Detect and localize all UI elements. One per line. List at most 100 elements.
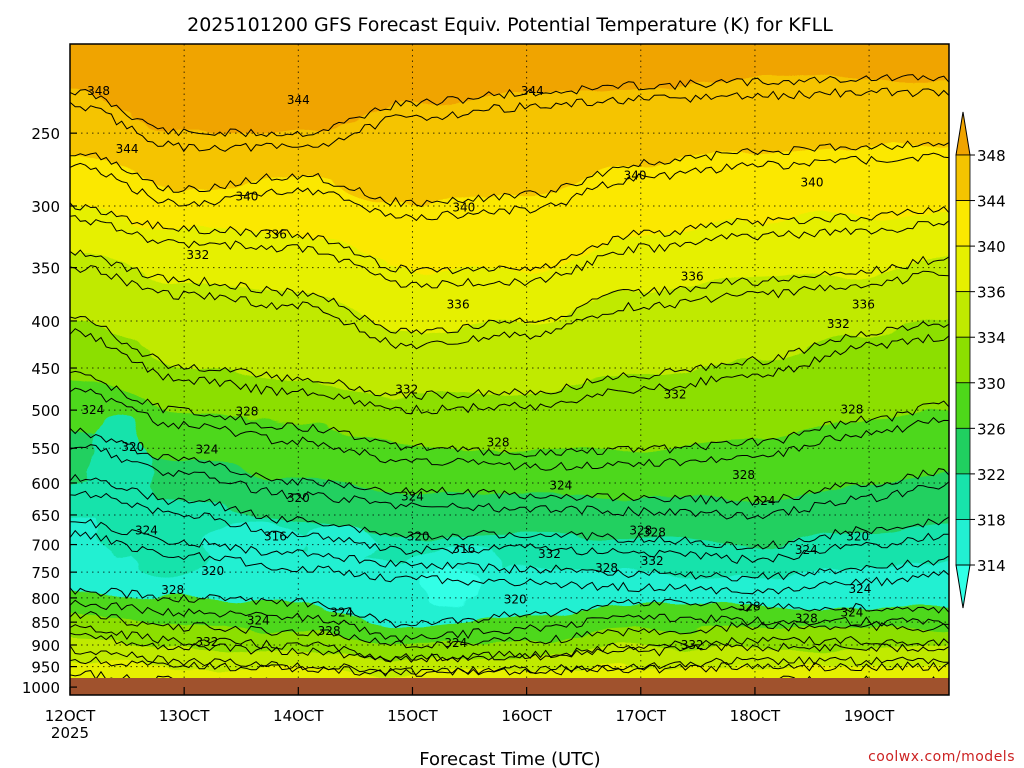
contour-label: 328 bbox=[629, 524, 652, 538]
theta-e-color-field bbox=[70, 44, 949, 694]
colorbar-segment bbox=[955, 519, 971, 566]
contour-line-12-0 bbox=[70, 656, 949, 677]
colorbar-label: 326 bbox=[977, 420, 1006, 438]
y-tick-label: 350 bbox=[31, 260, 60, 278]
contour-label: 328 bbox=[161, 583, 184, 597]
contour-label: 328 bbox=[795, 611, 818, 625]
y-tick-label: 500 bbox=[31, 402, 60, 420]
colorbar-segment bbox=[955, 427, 971, 475]
contour-label: 340 bbox=[235, 190, 258, 204]
y-tick-label: 600 bbox=[31, 475, 60, 493]
y-tick-label: 400 bbox=[31, 313, 60, 331]
contour-line-0-0 bbox=[70, 74, 949, 138]
contour-label: 340 bbox=[801, 176, 824, 190]
y-tick-label: 1000 bbox=[22, 679, 60, 697]
contour-label: 320 bbox=[201, 564, 224, 578]
contour-label: 332 bbox=[196, 635, 219, 649]
colorbar-label: 330 bbox=[977, 375, 1006, 393]
contour-label: 328 bbox=[732, 468, 755, 482]
contour-line-8-1 bbox=[70, 529, 949, 595]
colorbar-segment bbox=[955, 154, 971, 201]
colorbar-bottom-arrow bbox=[955, 564, 971, 609]
contour-label: 324 bbox=[196, 443, 219, 457]
contour-label: 340 bbox=[452, 200, 475, 214]
contour-label: 332 bbox=[664, 388, 687, 402]
contour-labels: 3483443443443403403403403363363363363323… bbox=[81, 84, 874, 693]
grid-lines bbox=[70, 44, 949, 694]
y-tick-label: 900 bbox=[31, 637, 60, 655]
contour-line-1-1 bbox=[70, 152, 949, 222]
colorbar-segment bbox=[955, 382, 971, 429]
contour-label: 324 bbox=[849, 582, 872, 596]
contour-line-11-1 bbox=[70, 645, 949, 677]
contour-label: 324 bbox=[795, 543, 818, 557]
contour-label: 332 bbox=[641, 554, 664, 568]
contour-label: 328 bbox=[643, 525, 666, 539]
contour-label: 320 bbox=[407, 529, 430, 543]
x-tick-label: 16OCT bbox=[501, 707, 552, 725]
colorbar-label: 314 bbox=[977, 557, 1006, 575]
contour-line-2-0 bbox=[70, 202, 949, 275]
y-tick-label: 800 bbox=[31, 590, 60, 608]
x-axis-year: 2025 bbox=[51, 724, 89, 742]
contour-line-1-0 bbox=[70, 140, 949, 208]
contour-label: 344 bbox=[116, 142, 139, 156]
colorbar-label: 348 bbox=[977, 147, 1006, 165]
contour-label: 324 bbox=[81, 403, 104, 417]
contour-line-3-0 bbox=[70, 249, 949, 335]
field-lower-band-3 bbox=[70, 660, 949, 694]
contour-label: 328 bbox=[487, 435, 510, 449]
contour-label: 336 bbox=[681, 270, 704, 284]
contour-label: 324 bbox=[753, 494, 776, 508]
contour-line-0-1 bbox=[70, 87, 949, 153]
contour-label: 324 bbox=[444, 636, 467, 650]
colorbar-segment bbox=[955, 200, 971, 247]
contour-line-11-0 bbox=[70, 632, 949, 663]
contour-label: 336 bbox=[264, 227, 287, 241]
contour-lines bbox=[70, 74, 949, 692]
contour-label: 332 bbox=[186, 248, 209, 262]
contour-label: 324 bbox=[841, 606, 864, 620]
x-tick-label: 12OCT bbox=[45, 707, 96, 725]
colorbar-label: 334 bbox=[977, 329, 1006, 347]
x-tick-label: 18OCT bbox=[730, 707, 781, 725]
contour-label: 324 bbox=[247, 614, 270, 628]
credit-text: coolwx.com/models bbox=[868, 749, 1015, 765]
contour-line-2-1 bbox=[70, 215, 949, 289]
y-tick-label: 550 bbox=[31, 440, 60, 458]
colorbar-segment bbox=[955, 473, 971, 520]
contour-label: 324 bbox=[549, 479, 572, 493]
contour-label: 336 bbox=[447, 298, 470, 312]
x-tick-label: 13OCT bbox=[159, 707, 210, 725]
x-tick-label: 15OCT bbox=[387, 707, 438, 725]
contour-label: 320 bbox=[121, 440, 144, 454]
x-axis: 12OCT 13OCT 14OCT 15OCT 16OCT 17OCT 18OCT 19OCT bbox=[45, 687, 895, 725]
ground-bar bbox=[70, 678, 949, 695]
colorbar-label: 340 bbox=[977, 238, 1006, 256]
y-axis: 250 300 350 400 450 500 550 600 650 700 750 800 850 9… bbox=[22, 125, 77, 697]
contour-label: 336 bbox=[852, 298, 875, 312]
contour-line-5-1 bbox=[70, 387, 949, 471]
x-tick-label: 17OCT bbox=[616, 707, 667, 725]
colorbar-label: 322 bbox=[977, 466, 1006, 484]
colorbar-segment bbox=[955, 245, 971, 293]
contour-label: 328 bbox=[595, 561, 618, 575]
contour-line-6-0 bbox=[70, 427, 949, 507]
contour-line-7-1 bbox=[70, 490, 949, 565]
contour-label: 332 bbox=[395, 383, 418, 397]
contour-line-7-0 bbox=[70, 473, 949, 551]
contour-label: 328 bbox=[318, 624, 341, 638]
contour-label: 344 bbox=[521, 84, 544, 98]
colorbar-segment bbox=[955, 336, 971, 384]
contour-label: 332 bbox=[538, 547, 561, 561]
contour-label: 320 bbox=[504, 592, 527, 606]
contour-line-6-1 bbox=[70, 444, 949, 520]
contour-label: 320 bbox=[846, 529, 869, 543]
y-tick-label: 700 bbox=[31, 537, 60, 555]
chart-title: 2025101200 GFS Forecast Equiv. Potential… bbox=[187, 14, 833, 36]
contour-label: 328 bbox=[738, 599, 761, 613]
contour-line-8-0 bbox=[70, 518, 949, 582]
colorbar-top-arrow bbox=[955, 111, 971, 156]
contour-line-4-1 bbox=[70, 328, 949, 415]
